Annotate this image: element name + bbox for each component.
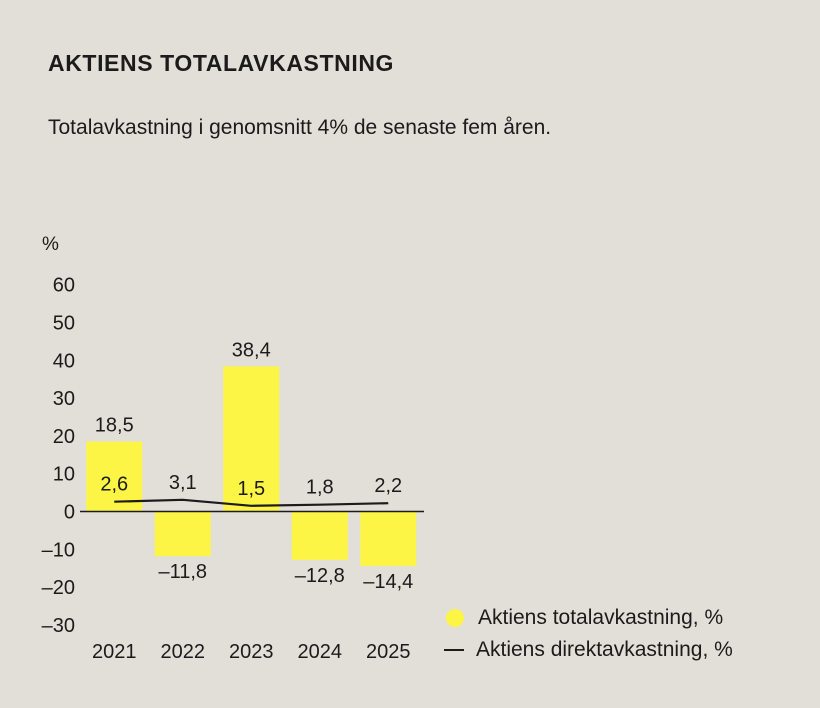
legend-label-total: Aktiens totalavkastning, % — [478, 606, 724, 629]
x-tick-label-2022: 2022 — [161, 641, 206, 663]
chart-subtitle: Totalavkastning i genomsnitt 4% de senas… — [48, 116, 552, 139]
line-value-label-2024: 1,8 — [306, 477, 334, 499]
line-value-label-2022: 3,1 — [169, 472, 197, 494]
y-tick-label: 40 — [53, 350, 75, 372]
legend-label-direct: Aktiens direktavkastning, % — [476, 638, 733, 661]
x-tick-label-2025: 2025 — [366, 641, 411, 663]
bar-2025 — [360, 511, 417, 566]
y-tick-label: 20 — [53, 426, 75, 448]
y-tick-label: 30 — [53, 388, 75, 410]
bar-2024 — [291, 511, 348, 560]
bar-2023 — [223, 366, 280, 512]
bar-value-label-2021: 18,5 — [95, 415, 134, 437]
y-tick-label: –10 — [42, 539, 75, 561]
y-axis-ticks: 60 50 40 30 20 10 0 –10 –20 –30 — [42, 275, 75, 637]
x-tick-label-2021: 2021 — [92, 641, 137, 663]
y-tick-label: –20 — [42, 577, 75, 599]
chart-title: AKTIENS TOTALAVKASTNING — [48, 50, 395, 76]
legend-item-direct: Aktiens direktavkastning, % — [444, 634, 733, 666]
y-tick-label: 0 — [64, 502, 75, 524]
line-value-label-2021: 2,6 — [100, 474, 128, 496]
x-axis-labels: 2021 2022 2023 2024 2025 — [92, 641, 411, 663]
legend-item-total: Aktiens totalavkastning, % — [444, 602, 733, 634]
y-tick-label: 50 — [53, 313, 75, 335]
x-tick-label-2023: 2023 — [229, 641, 274, 663]
line-data-labels: 2,6 3,1 1,5 1,8 2,2 — [100, 472, 402, 500]
bar-data-labels: 18,5 –11,8 38,4 –12,8 –14,4 — [95, 339, 414, 593]
bar-value-label-2025: –14,4 — [363, 571, 413, 593]
bar-2021 — [86, 441, 143, 512]
legend-swatch-direct — [444, 649, 464, 651]
legend: Aktiens totalavkastning, % Aktiens direk… — [444, 602, 733, 666]
bar-value-label-2024: –12,8 — [295, 565, 345, 587]
bar-value-label-2023: 38,4 — [232, 339, 271, 361]
y-tick-label: 60 — [53, 275, 75, 297]
x-tick-label-2024: 2024 — [298, 641, 343, 663]
y-tick-label: 10 — [53, 464, 75, 486]
bar-value-label-2022: –11,8 — [158, 561, 207, 583]
y-axis-unit: % — [42, 234, 59, 255]
line-value-label-2025: 2,2 — [374, 475, 402, 497]
line-direktavkastning — [114, 498, 389, 507]
y-tick-label: –30 — [42, 615, 75, 637]
bar-series — [86, 366, 417, 566]
line-series — [114, 498, 389, 507]
line-value-label-2023: 1,5 — [237, 478, 265, 500]
bar-2022 — [154, 511, 211, 557]
legend-swatch-total — [446, 609, 464, 627]
